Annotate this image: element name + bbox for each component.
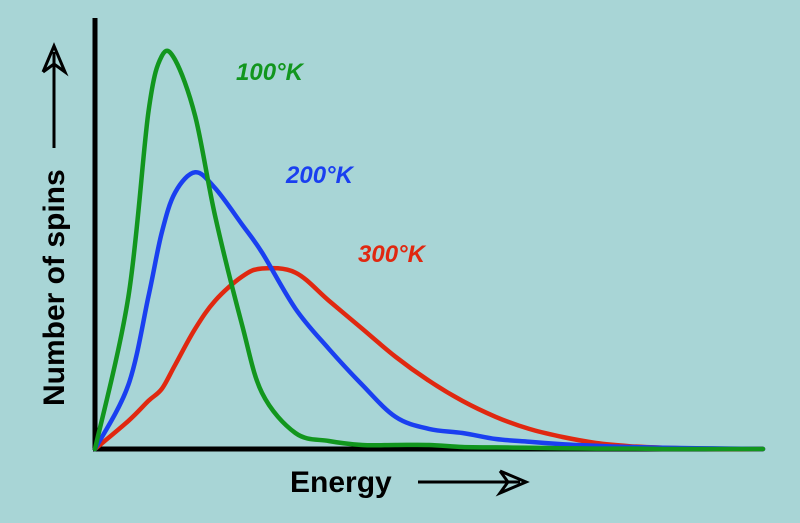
series-label-100k: 100°K [236,59,305,86]
series-label-200k: 200°K [285,162,355,189]
axes [92,18,763,452]
series-line-100k [92,48,766,452]
y-axis-title: Number of spins [38,169,71,406]
x-axis-title: Energy [290,466,392,499]
y-axis-arrow-icon [41,42,69,148]
series-line-300k [92,265,766,452]
x-axis-arrow-icon [418,469,530,497]
series-label-300k: 300°K [358,241,427,268]
x-axis-title-group: Energy [290,466,530,499]
y-axis-title-group: Number of spins [38,42,71,406]
series-line-200k [92,170,766,452]
series-layer [92,48,766,452]
series-labels: 100°K 200°K 300°K [236,59,427,268]
